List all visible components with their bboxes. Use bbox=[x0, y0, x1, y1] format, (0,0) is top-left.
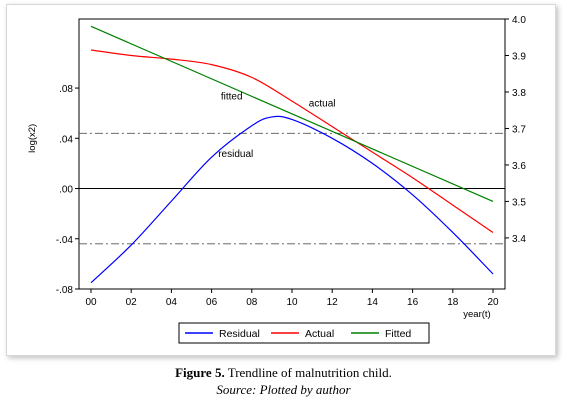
y-left-tick-label: .00 bbox=[59, 185, 73, 196]
figure-source: Source: Plotted by author bbox=[216, 382, 351, 397]
legend-label-actual: Actual bbox=[305, 328, 334, 340]
y-left-tick-label: -.04 bbox=[56, 235, 74, 246]
figure-caption: Figure 5. Trendline of malnutrition chil… bbox=[0, 365, 567, 398]
y-left-tick-label: .08 bbox=[59, 84, 73, 95]
y-right-tick-label: 3.5 bbox=[512, 197, 526, 208]
y-left-tick-label: -.08 bbox=[56, 285, 74, 296]
x-tick-label: 06 bbox=[206, 297, 218, 308]
y-right-tick-label: 3.7 bbox=[512, 124, 526, 135]
chart-frame: -.08 -.04 .00 .04 .08 3.4 3.5 3.6 3.7 3.8 3.9 4.0 00… bbox=[6, 4, 556, 356]
annotation-fitted: fitted bbox=[221, 91, 243, 102]
x-tick-label: 02 bbox=[126, 297, 138, 308]
x-tick-label: 10 bbox=[286, 297, 298, 308]
y-left-tick-label: .04 bbox=[59, 134, 73, 145]
x-tick-label: 18 bbox=[447, 297, 459, 308]
legend-label-residual: Residual bbox=[219, 328, 260, 340]
y-right-tick-label: 4.0 bbox=[512, 15, 526, 26]
y-right-tick-label: 3.4 bbox=[512, 234, 526, 245]
y-right-tick-label: 3.8 bbox=[512, 88, 526, 99]
series-line-fitted bbox=[90, 25, 494, 202]
figure-label: Figure 5. bbox=[175, 365, 225, 380]
legend-label-fitted: Fitted bbox=[385, 328, 411, 340]
chart-svg: -.08 -.04 .00 .04 .08 3.4 3.5 3.6 3.7 3.8 3.9 4.0 00… bbox=[27, 15, 526, 344]
x-tick-label: 20 bbox=[487, 297, 499, 308]
x-tick-label: 12 bbox=[327, 297, 339, 308]
series-line-actual bbox=[90, 49, 494, 233]
annotation-actual: actual bbox=[309, 99, 336, 110]
x-tick-label: 16 bbox=[407, 297, 419, 308]
y-right-tick-label: 3.6 bbox=[512, 161, 526, 172]
x-tick-label: 04 bbox=[166, 297, 178, 308]
y-axis-label: log(x2) bbox=[27, 124, 38, 153]
annotation-residual: residual bbox=[218, 149, 253, 160]
x-tick-label: 14 bbox=[367, 297, 379, 308]
x-axis-label: year(t) bbox=[463, 309, 490, 320]
x-tick-label: 00 bbox=[85, 297, 97, 308]
figure-title: Trendline of malnutrition child. bbox=[224, 365, 392, 380]
legend-box bbox=[178, 322, 430, 344]
y-right-tick-label: 3.9 bbox=[512, 51, 526, 62]
plot-area bbox=[78, 18, 506, 290]
series-line-residual bbox=[90, 115, 494, 284]
x-tick-label: 08 bbox=[246, 297, 258, 308]
